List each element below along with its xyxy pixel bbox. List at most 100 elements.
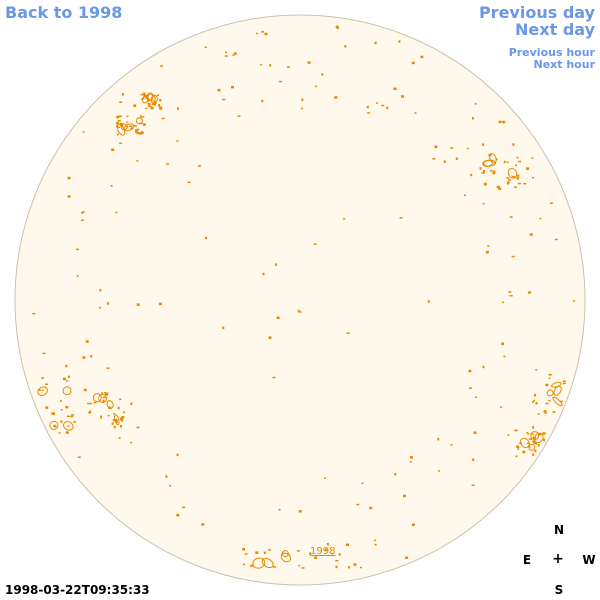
- contour-speck: [335, 565, 338, 569]
- contour-speck: [37, 389, 41, 391]
- contour-speck: [118, 437, 121, 439]
- next-day-link[interactable]: Next day: [515, 20, 595, 39]
- contour-speck: [298, 510, 302, 513]
- contour-speck: [516, 178, 519, 180]
- contour-speck: [394, 473, 397, 476]
- contour-speck: [145, 107, 148, 110]
- contour-speck: [532, 401, 534, 403]
- contour-speck: [140, 93, 143, 96]
- back-to-year-link[interactable]: Back to 1998: [5, 3, 123, 22]
- contour-speck: [269, 64, 272, 67]
- contour-speck: [399, 217, 403, 219]
- contour-speck: [403, 494, 406, 498]
- contour-speck: [324, 477, 326, 479]
- contour-speck: [222, 98, 226, 101]
- contour-speck: [523, 183, 527, 185]
- contour-speck: [249, 565, 253, 567]
- contour-ring: [49, 420, 59, 430]
- next-hour-link[interactable]: Next hour: [533, 58, 596, 71]
- compass-north: N: [553, 523, 565, 537]
- contour-speck: [205, 236, 207, 240]
- contour-speck: [159, 99, 162, 102]
- contour-speck: [65, 405, 69, 409]
- contour-ring: [252, 557, 266, 569]
- solar-disk: [14, 14, 586, 586]
- contour-speck: [119, 142, 123, 145]
- contour-speck: [81, 212, 84, 214]
- contour-speck: [65, 364, 68, 368]
- observation-timestamp: 1998-03-22T09:35:33: [5, 583, 150, 597]
- contour-ring: [280, 552, 292, 563]
- contour-speck: [511, 255, 515, 258]
- contour-speck: [542, 432, 546, 435]
- contour-speck: [374, 543, 377, 546]
- contour-speck: [526, 442, 530, 445]
- contour-speck: [528, 446, 531, 448]
- contour-speck: [531, 157, 534, 159]
- contour-speck: [474, 396, 477, 398]
- contour-speck: [115, 421, 118, 423]
- contour-speck: [140, 131, 144, 134]
- contour-speck: [434, 145, 438, 149]
- contour-speck: [482, 203, 485, 205]
- contour-speck: [427, 300, 430, 303]
- contour-speck: [393, 87, 397, 91]
- contour-speck: [324, 548, 327, 551]
- contour-speck: [331, 552, 334, 555]
- contour-speck: [159, 106, 163, 108]
- contour-speck: [472, 458, 475, 461]
- contour-speck: [101, 392, 103, 394]
- contour-speck: [526, 431, 529, 434]
- contour-ring: [120, 123, 128, 131]
- contour-speck: [136, 426, 140, 429]
- previous-day-link[interactable]: Previous day: [478, 3, 595, 22]
- contour-speck: [231, 85, 234, 89]
- contour-speck: [471, 117, 474, 120]
- contour-speck: [409, 456, 413, 459]
- contour-speck: [111, 422, 114, 425]
- contour-speck: [514, 429, 518, 432]
- contour-speck: [275, 263, 278, 266]
- contour-speck: [437, 438, 440, 441]
- contour-speck: [42, 352, 46, 355]
- contour-speck: [381, 104, 385, 107]
- contour-speck: [450, 444, 453, 446]
- contour-ring: [62, 386, 72, 396]
- contour-speck: [204, 46, 207, 48]
- contour-speck: [401, 95, 404, 98]
- contour-speck: [81, 219, 85, 221]
- contour-speck: [298, 564, 301, 567]
- contour-speck: [508, 291, 512, 293]
- previous-hour-link[interactable]: Previous hour: [508, 46, 595, 59]
- contour-speck: [60, 400, 62, 402]
- contour-speck: [150, 106, 154, 110]
- contour-speck: [474, 103, 477, 105]
- contour-speck: [503, 160, 506, 164]
- contour-speck: [116, 126, 120, 128]
- contour-speck: [110, 185, 113, 187]
- contour-speck: [233, 52, 237, 55]
- contour-speck: [71, 414, 74, 416]
- contour-speck: [130, 402, 133, 405]
- contour-speck: [498, 120, 502, 124]
- contour-speck: [138, 132, 142, 135]
- contour-speck: [468, 387, 472, 389]
- contour-speck: [534, 394, 536, 397]
- contour-ring: [146, 92, 154, 102]
- contour-ring: [520, 437, 530, 449]
- contour-speck: [534, 449, 537, 453]
- contour-speck: [66, 415, 70, 417]
- contour-speck: [508, 179, 512, 181]
- year-marker-link[interactable]: 1998: [310, 546, 336, 557]
- contour-ring: [106, 400, 114, 409]
- contour-speck: [82, 131, 85, 133]
- contour-speck: [53, 424, 57, 428]
- contour-speck: [487, 245, 490, 247]
- contour-speck: [75, 248, 79, 251]
- contour-speck: [129, 125, 133, 127]
- contour-speck: [261, 99, 264, 103]
- contour-speck: [141, 93, 144, 96]
- contour-speck: [518, 160, 521, 163]
- contour-speck: [103, 392, 106, 394]
- contour-speck: [217, 88, 221, 92]
